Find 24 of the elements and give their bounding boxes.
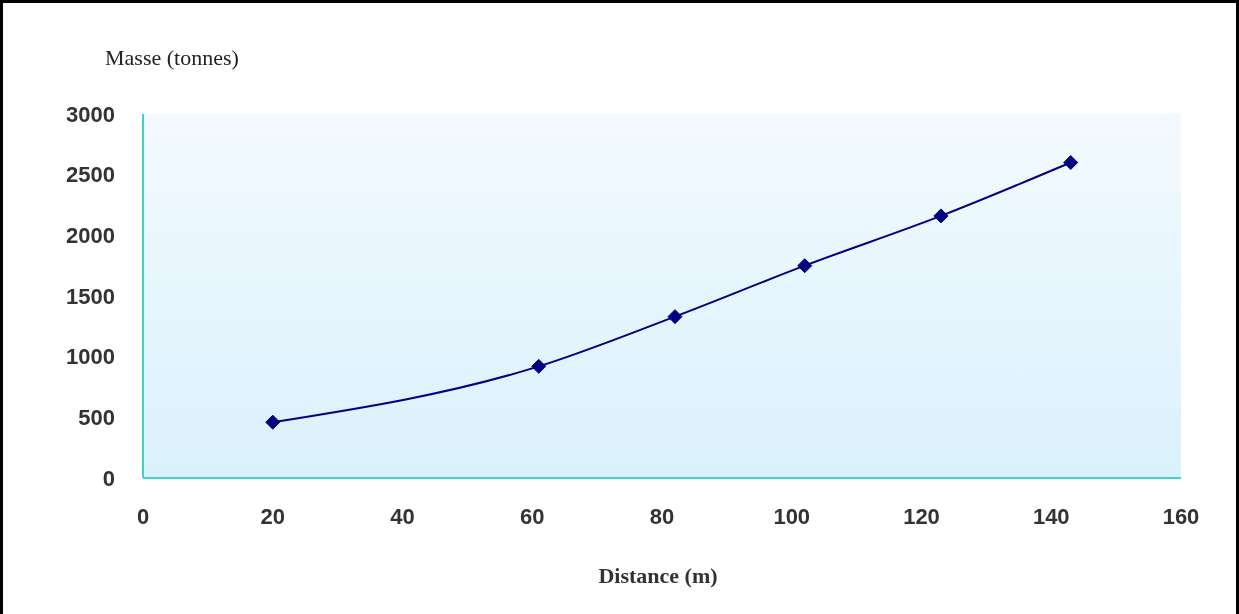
y-tick-label: 2000 — [66, 223, 115, 249]
y-tick-label: 1000 — [66, 344, 115, 370]
x-tick-label: 60 — [520, 503, 545, 529]
y-tick-label: 3000 — [66, 101, 115, 127]
x-axis-title: Distance (m) — [597, 563, 719, 589]
x-tick-label: 80 — [649, 503, 675, 529]
point — [797, 258, 813, 274]
x-tick-label: 0 — [136, 503, 150, 529]
y-tick-label: 1500 — [66, 283, 115, 309]
point — [933, 208, 949, 224]
x-tick-label: 140 — [1032, 503, 1070, 529]
x-tick-label: 20 — [260, 503, 285, 529]
point — [1063, 155, 1079, 171]
y-axis-title: Masse (tonnes) — [105, 45, 239, 71]
x-tick-label: 100 — [773, 503, 811, 529]
x-tick-label: 40 — [390, 503, 415, 529]
y-tick-label: 500 — [78, 405, 115, 431]
point — [667, 309, 683, 325]
x-tick-label: 120 — [903, 503, 940, 529]
point — [265, 414, 281, 430]
x-tick-label: 160 — [1162, 503, 1200, 529]
point — [531, 358, 547, 374]
y-tick-label: 2500 — [66, 162, 115, 188]
y-tick-label: 0 — [102, 465, 115, 491]
